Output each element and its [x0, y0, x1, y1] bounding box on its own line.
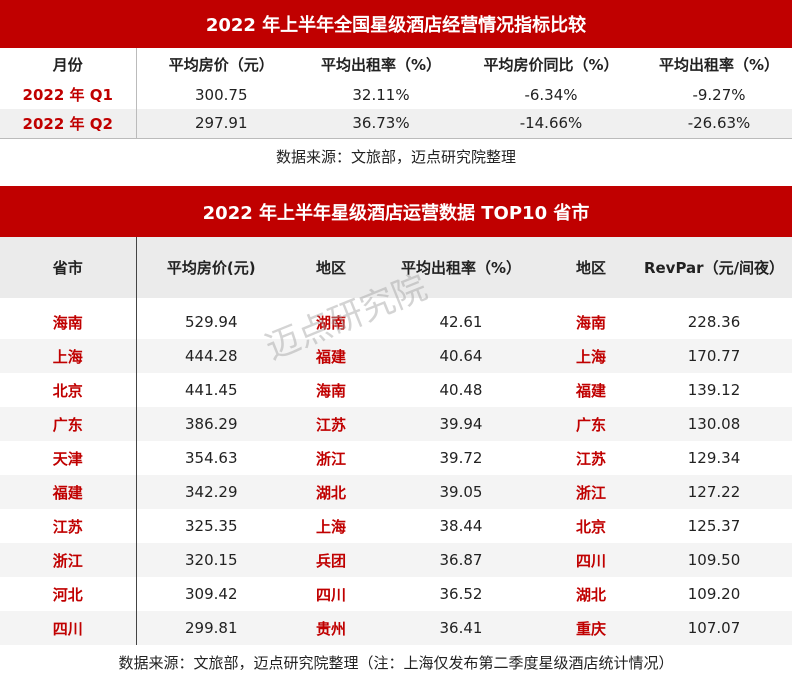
table-cell: 444.28: [136, 339, 286, 373]
table-cell: 江苏: [0, 509, 137, 543]
table-cell: 2022 年 Q2: [0, 109, 137, 138]
column-header: 平均房价（元）: [136, 48, 306, 80]
table-cell: 四川: [0, 611, 137, 645]
column-header: 平均房价同比（%）: [456, 48, 646, 80]
table-cell: 42.61: [376, 305, 546, 339]
table-cell: 299.81: [136, 611, 286, 645]
table-cell: 32.11%: [352, 85, 410, 104]
column-header: 平均出租率（%）: [306, 48, 456, 80]
table-cell: 40.64: [376, 339, 546, 373]
column-header: 地区: [286, 237, 376, 298]
table-cell: 海南: [546, 305, 636, 339]
column-header: 月份: [0, 48, 137, 80]
table-cell: 36.41: [376, 611, 546, 645]
table-row: 浙江 320.15 兵团 36.87 四川 109.50: [0, 543, 792, 577]
table-cell: -9.27%: [692, 85, 746, 104]
table-cell: 441.45: [136, 373, 286, 407]
table-cell: 125.37: [636, 509, 792, 543]
table-row: 天津 354.63 浙江 39.72 江苏 129.34: [0, 441, 792, 475]
table-cell: -26.63%: [646, 109, 792, 138]
table-cell: 北京: [0, 373, 137, 407]
table-cell: 湖北: [286, 475, 376, 509]
column-header: 平均房价(元): [136, 237, 286, 298]
column-header: 平均出租率（%）: [376, 237, 546, 298]
table-cell: 江苏: [286, 407, 376, 441]
table-row: 北京 441.45 海南 40.48 福建 139.12: [0, 373, 792, 407]
table-cell: 福建: [546, 373, 636, 407]
national-hotel-table: 月份 平均房价（元） 平均出租率（%） 平均房价同比（%） 平均出租率（%） 2022 …: [0, 48, 792, 139]
table-cell: -6.34%: [524, 85, 578, 104]
table-cell: 300.75: [195, 85, 248, 104]
table-cell: 上海: [0, 339, 137, 373]
top10-province-table: 省市 平均房价(元) 地区 平均出租率（%） 地区 RevPar（元/间夜） 海南 529.…: [0, 237, 792, 645]
table-cell: 天津: [0, 441, 137, 475]
table-cell: 228.36: [636, 305, 792, 339]
table-cell: 39.94: [376, 407, 546, 441]
table-cell: 浙江: [546, 475, 636, 509]
table-row: 河北 309.42 四川 36.52 湖北 109.20: [0, 577, 792, 611]
table-cell: 107.07: [636, 611, 792, 645]
table-cell: 386.29: [136, 407, 286, 441]
table-cell: 江苏: [546, 441, 636, 475]
table-cell: 北京: [546, 509, 636, 543]
table-cell: 重庆: [546, 611, 636, 645]
table-cell: 36.52: [376, 577, 546, 611]
table-cell: 海南: [286, 373, 376, 407]
table-cell: 139.12: [636, 373, 792, 407]
column-header: RevPar（元/间夜）: [636, 237, 792, 298]
table-cell: 38.44: [376, 509, 546, 543]
table-cell: 广东: [546, 407, 636, 441]
table-row: 2022 年 Q2 297.91 36.73% -14.66% -26.63%: [0, 109, 792, 138]
column-header: 平均出租率（%）: [646, 48, 792, 80]
table-cell: 529.94: [136, 305, 286, 339]
table-cell: 湖南: [286, 305, 376, 339]
table-cell: 贵州: [286, 611, 376, 645]
table-row: 福建 342.29 湖北 39.05 浙江 127.22: [0, 475, 792, 509]
table-cell: 297.91: [136, 109, 306, 138]
table-cell: 浙江: [286, 441, 376, 475]
table-cell: 130.08: [636, 407, 792, 441]
table-cell: 福建: [0, 475, 137, 509]
table-cell: 309.42: [136, 577, 286, 611]
table-cell: -14.66%: [456, 109, 646, 138]
table-cell: 109.20: [636, 577, 792, 611]
table-row: 海南 529.94 湖南 42.61 海南 228.36: [0, 305, 792, 339]
table-cell: 四川: [546, 543, 636, 577]
table-cell: 320.15: [136, 543, 286, 577]
table-cell: 上海: [286, 509, 376, 543]
table2-source: 数据来源：文旅部，迈点研究院整理（注：上海仅发布第二季度星级酒店统计情况）: [118, 654, 674, 672]
table-cell: 39.05: [376, 475, 546, 509]
table-cell: 36.87: [376, 543, 546, 577]
table-row: 广东 386.29 江苏 39.94 广东 130.08: [0, 407, 792, 441]
column-header: 省市: [0, 237, 137, 298]
table-cell: 浙江: [0, 543, 137, 577]
table-row: 2022 年 Q1 300.75 32.11% -6.34% -9.27%: [0, 80, 792, 109]
column-header: 地区: [546, 237, 636, 298]
table-row: 上海 444.28 福建 40.64 上海 170.77: [0, 339, 792, 373]
table-cell: 342.29: [136, 475, 286, 509]
table-cell: 湖北: [546, 577, 636, 611]
table-cell: 129.34: [636, 441, 792, 475]
table-cell: 河北: [0, 577, 137, 611]
table-cell: 四川: [286, 577, 376, 611]
table-cell: 海南: [0, 305, 137, 339]
table-cell: 广东: [0, 407, 137, 441]
table-cell: 2022 年 Q1: [0, 80, 137, 109]
table-cell: 109.50: [636, 543, 792, 577]
table-row: 江苏 325.35 上海 38.44 北京 125.37: [0, 509, 792, 543]
table-cell: 325.35: [136, 509, 286, 543]
table1-source: 数据来源：文旅部，迈点研究院整理: [275, 148, 516, 166]
table-cell: 127.22: [636, 475, 792, 509]
table-cell: 39.72: [376, 441, 546, 475]
table-cell: 福建: [286, 339, 376, 373]
table-cell: 兵团: [286, 543, 376, 577]
table-row: 四川 299.81 贵州 36.41 重庆 107.07: [0, 611, 792, 645]
table-cell: 36.73%: [306, 109, 456, 138]
table-cell: 上海: [546, 339, 636, 373]
table-cell: 170.77: [636, 339, 792, 373]
table2-title: 2022 年上半年星级酒店运营数据 TOP10 省市: [0, 186, 792, 237]
table-cell: 354.63: [136, 441, 286, 475]
table-cell: 40.48: [376, 373, 546, 407]
table1-title: 2022 年上半年全国星级酒店经营情况指标比较: [0, 0, 792, 48]
